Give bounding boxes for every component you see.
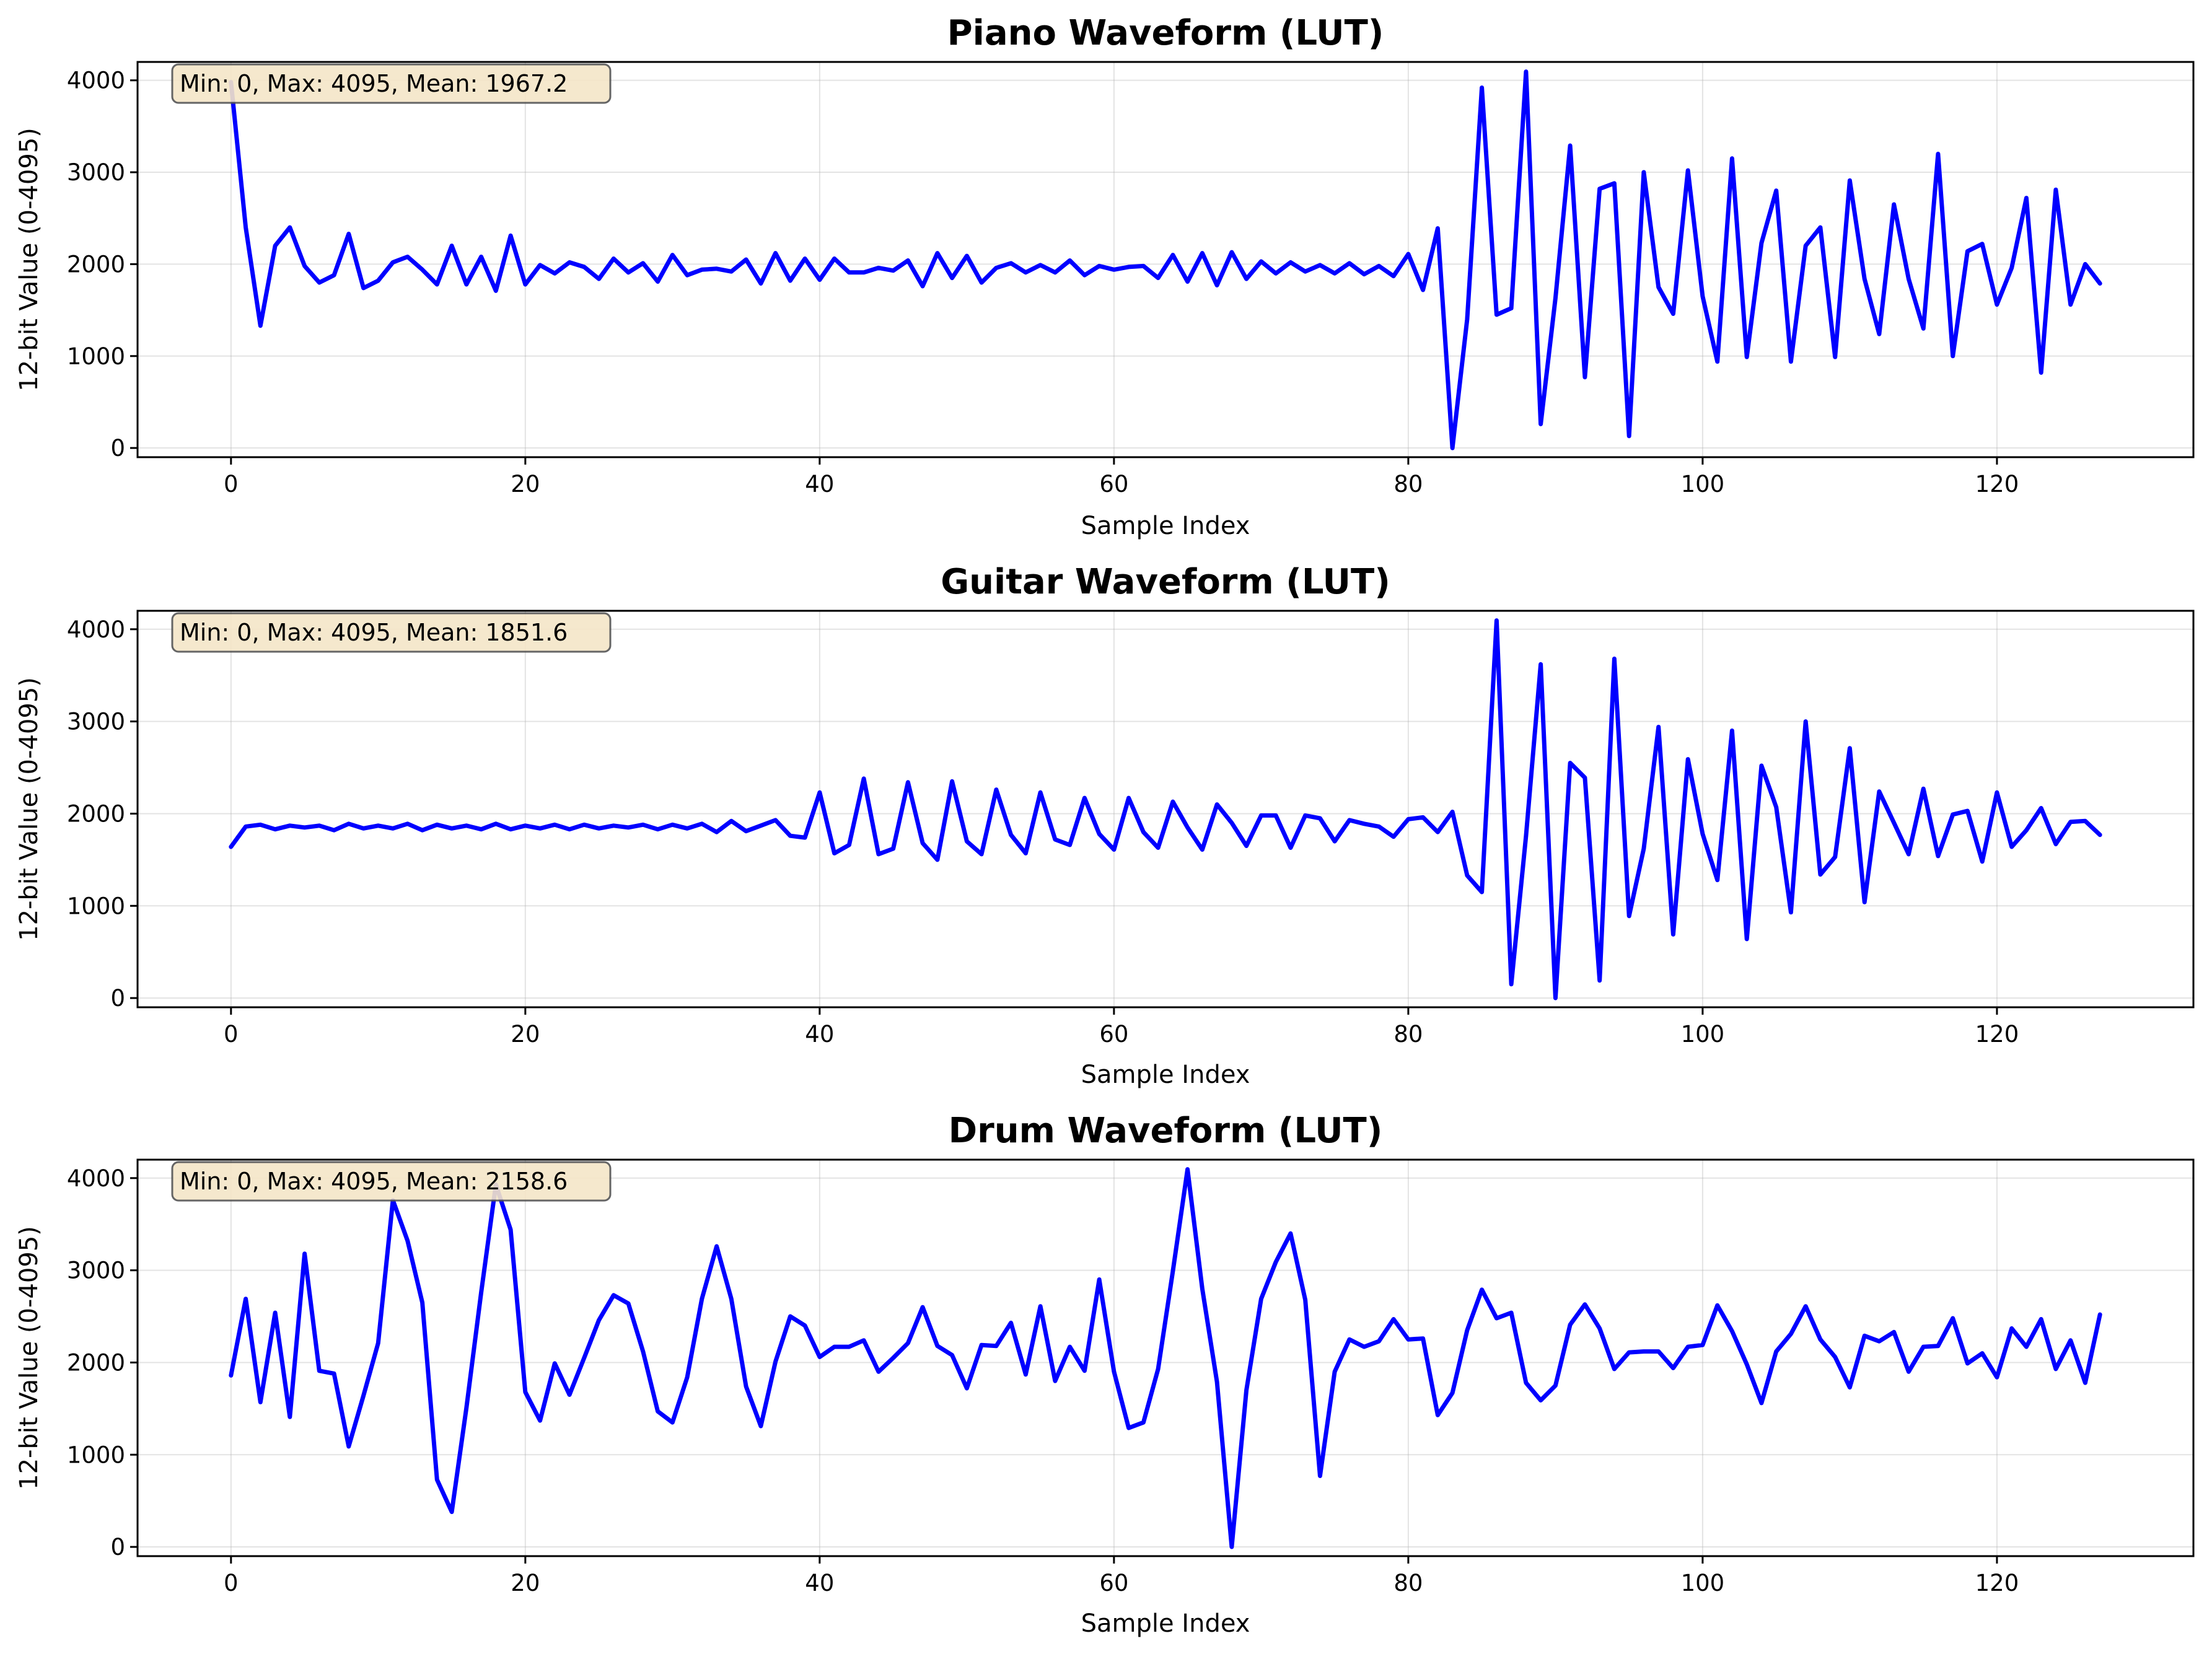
stats-box	[171, 1161, 612, 1202]
x-tick-label: 120	[1975, 1021, 2019, 1048]
x-tick-label: 20	[511, 471, 540, 497]
x-tick-label: 100	[1681, 1570, 1725, 1596]
plot-frame	[136, 61, 2195, 458]
y-tick-label: 3000	[67, 1258, 125, 1284]
axis-ticks: 0 20 40 60 80 100 120 0 1000 2000 3000 4000	[67, 68, 2019, 497]
x-axis-label: Sample Index	[1081, 1609, 1250, 1638]
y-tick-label: 0	[110, 435, 125, 462]
stats-annotation: Min: 0, Max: 4095, Mean: 2158.6	[171, 1161, 612, 1202]
y-tick-label: 0	[110, 985, 125, 1012]
y-tick-label: 2000	[67, 251, 125, 278]
stats-box	[171, 63, 612, 104]
x-tick-label: 40	[805, 1021, 834, 1048]
stats-text: Min: 0, Max: 4095, Mean: 1967.2	[180, 70, 568, 97]
y-tick-label: 4000	[67, 616, 125, 643]
x-tick-label: 20	[511, 1021, 540, 1048]
y-tick-label: 2000	[67, 1349, 125, 1376]
x-axis-label: Sample Index	[1081, 1061, 1250, 1089]
y-tick-label: 4000	[67, 1165, 125, 1192]
stats-annotation: Min: 0, Max: 4095, Mean: 1967.2	[171, 63, 612, 104]
axis-ticks: 0 20 40 60 80 100 120 0 1000 2000 3000 4000	[67, 1165, 2019, 1596]
x-tick-label: 80	[1393, 1570, 1423, 1596]
x-tick-label: 60	[1099, 1570, 1128, 1596]
x-tick-label: 40	[805, 1570, 834, 1596]
x-tick-label: 20	[511, 1570, 540, 1596]
chart-title: Guitar Waveform (LUT)	[941, 562, 1390, 602]
y-tick-label: 1000	[67, 893, 125, 919]
y-tick-label: 3000	[67, 159, 125, 186]
chart-title: Piano Waveform (LUT)	[947, 13, 1384, 53]
stats-text: Min: 0, Max: 4095, Mean: 1851.6	[180, 619, 568, 646]
stats-text: Min: 0, Max: 4095, Mean: 2158.6	[180, 1168, 568, 1195]
chart-title: Drum Waveform (LUT)	[949, 1111, 1383, 1151]
x-tick-label: 0	[224, 471, 239, 497]
y-tick-label: 2000	[67, 800, 125, 827]
x-tick-label: 80	[1393, 471, 1423, 497]
series-layer	[229, 69, 2102, 450]
y-tick-label: 1000	[67, 1442, 125, 1468]
x-tick-label: 120	[1975, 471, 2019, 497]
grid	[138, 1160, 2193, 1556]
waveform-line	[229, 69, 2102, 450]
panel-drum: Drum Waveform (LUT) 0 20 40 60 80 100 120 0 1000…	[15, 1111, 2195, 1638]
y-axis-label: 12-bit Value (0-4095)	[15, 128, 43, 392]
x-tick-label: 120	[1975, 1570, 2019, 1596]
series-layer	[229, 618, 2102, 1000]
x-tick-label: 40	[805, 471, 834, 497]
x-axis-label: Sample Index	[1081, 512, 1250, 540]
y-axis-label: 12-bit Value (0-4095)	[15, 1226, 43, 1490]
series-layer	[229, 1167, 2102, 1549]
plot-frame	[136, 1158, 2195, 1557]
y-tick-label: 3000	[67, 709, 125, 735]
stats-box	[171, 612, 612, 653]
x-tick-label: 0	[224, 1570, 239, 1596]
x-tick-label: 100	[1681, 471, 1725, 497]
x-tick-label: 60	[1099, 471, 1128, 497]
plot-frame	[136, 610, 2195, 1009]
y-tick-label: 0	[110, 1534, 125, 1560]
y-tick-label: 4000	[67, 68, 125, 94]
y-tick-label: 1000	[67, 343, 125, 370]
y-axis-label: 12-bit Value (0-4095)	[15, 677, 43, 941]
stats-annotation: Min: 0, Max: 4095, Mean: 1851.6	[171, 612, 612, 653]
waveform-line	[229, 1167, 2102, 1549]
x-tick-label: 60	[1099, 1021, 1128, 1048]
x-tick-label: 100	[1681, 1021, 1725, 1048]
waveform-line	[229, 618, 2102, 1000]
axis-ticks: 0 20 40 60 80 100 120 0 1000 2000 3000 4000	[67, 616, 2019, 1048]
panel-piano: Piano Waveform (LUT) 0 20 40 60 80 100 120 0 100…	[15, 13, 2195, 540]
panel-guitar: Guitar Waveform (LUT) 0 20 40 60 80 100 120 0 10…	[15, 562, 2195, 1089]
x-tick-label: 80	[1393, 1021, 1423, 1048]
x-tick-label: 0	[224, 1021, 239, 1048]
